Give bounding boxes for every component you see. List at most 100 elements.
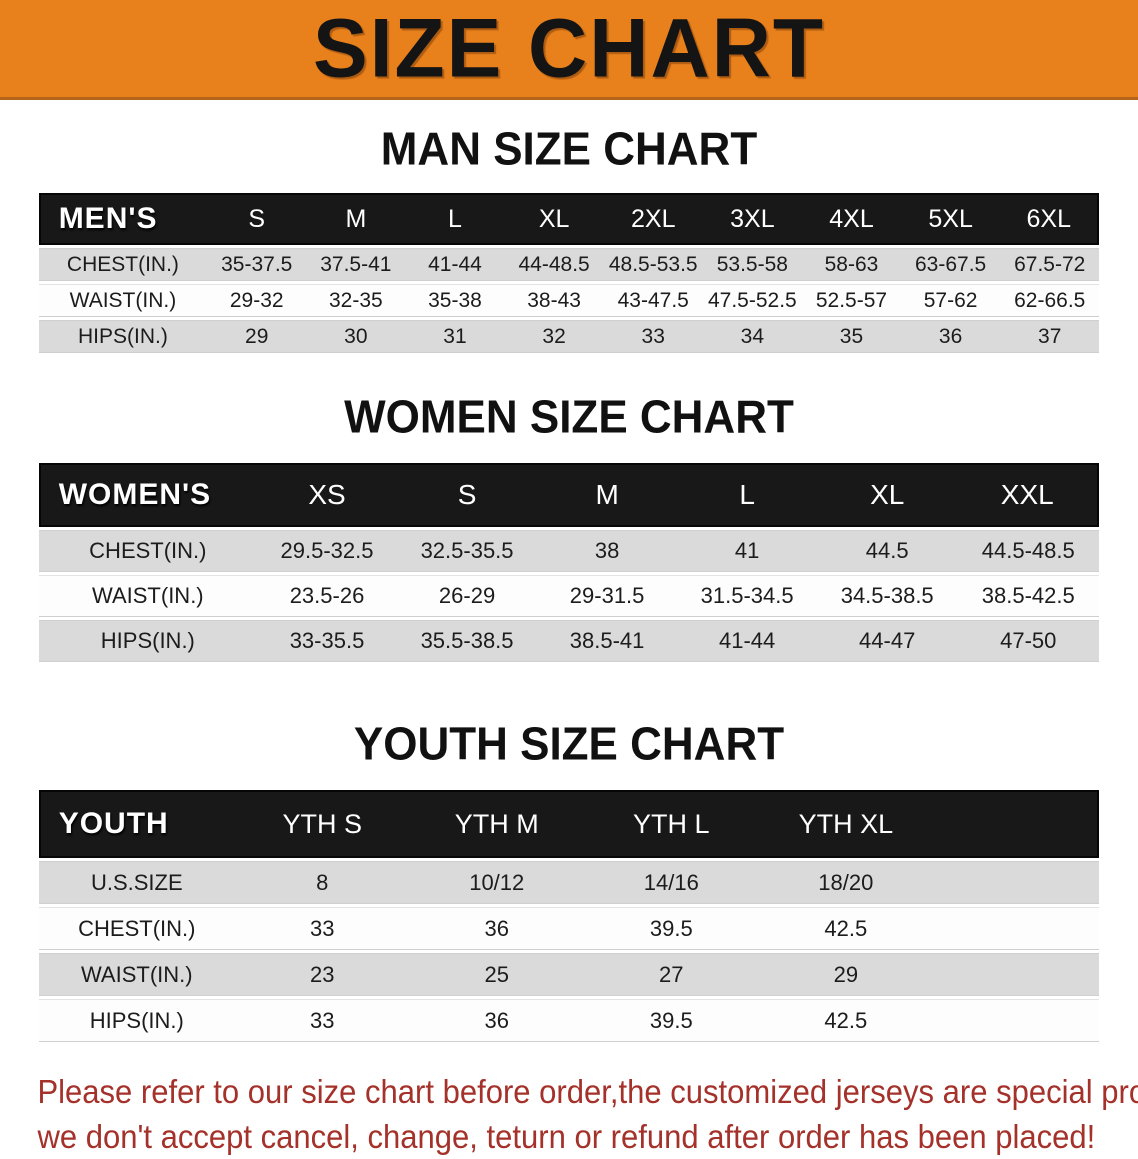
size-cell: 37 bbox=[1000, 320, 1100, 353]
youth-size-table: YOUTH YTH S YTH M YTH L YTH XL U.S.SIZE 8 10/12… bbox=[38, 787, 1100, 1045]
spacer-cell bbox=[933, 999, 1100, 1042]
youth-row-chestin: CHEST(IN.) 33 36 39.5 42.5 bbox=[38, 907, 1100, 950]
banner-title: SIZE CHART bbox=[313, 1, 825, 95]
size-cell: 30 bbox=[306, 320, 406, 353]
men-column-header-7: 4XL bbox=[801, 193, 902, 245]
size-cell: 47.5-52.5 bbox=[702, 284, 802, 317]
men-column-header-4: XL bbox=[504, 193, 604, 245]
men-column-header-3: L bbox=[405, 193, 505, 245]
youth-header-row: YOUTH YTH S YTH M YTH L YTH XL bbox=[38, 790, 1100, 858]
youth-column-header-1: YTH S bbox=[234, 790, 410, 858]
size-cell: 10/12 bbox=[409, 861, 585, 904]
size-cell: 58-63 bbox=[801, 248, 902, 281]
size-cell: 8 bbox=[234, 861, 410, 904]
women-header-row: WOMEN'S XS S M L XL XXL bbox=[38, 463, 1100, 527]
row-label: WAIST(IN.) bbox=[38, 284, 208, 317]
size-cell: 53.5-58 bbox=[702, 248, 802, 281]
row-label: U.S.SIZE bbox=[38, 861, 235, 904]
size-cell: 31 bbox=[405, 320, 505, 353]
men-row-chestin: CHEST(IN.) 35-37.5 37.5-41 41-44 44-48.5 48.5… bbox=[38, 248, 1100, 281]
size-cell: 29.5-32.5 bbox=[256, 530, 398, 572]
women-column-header-3: M bbox=[537, 463, 678, 527]
size-cell: 18/20 bbox=[758, 861, 934, 904]
disclaimer-line-2: we don't accept cancel, change, teturn o… bbox=[37, 1118, 1096, 1155]
men-header-label: MEN'S bbox=[38, 193, 208, 245]
women-header-label: WOMEN'S bbox=[38, 463, 257, 527]
size-cell: 35 bbox=[801, 320, 902, 353]
size-cell: 52.5-57 bbox=[801, 284, 902, 317]
youth-header-spacer bbox=[933, 790, 1100, 858]
size-cell: 43-47.5 bbox=[603, 284, 703, 317]
men-table: MEN'S S M L XL 2XL 3XL 4XL 5XL 6XL CHEST(IN.) 35-37… bbox=[38, 190, 1100, 356]
youth-column-header-4: YTH XL bbox=[758, 790, 934, 858]
women-section-title: WOMEN SIZE CHART bbox=[344, 391, 794, 444]
size-cell: 27 bbox=[584, 953, 759, 996]
men-column-header-9: 6XL bbox=[1000, 193, 1100, 245]
men-column-header-8: 5XL bbox=[901, 193, 1001, 245]
youth-section-title: YOUTH SIZE CHART bbox=[353, 718, 785, 771]
size-cell: 25 bbox=[409, 953, 585, 996]
size-cell: 41-44 bbox=[677, 620, 818, 662]
size-cell: 33 bbox=[234, 907, 410, 950]
youth-column-header-2: YTH M bbox=[409, 790, 585, 858]
youth-column-header-3: YTH L bbox=[584, 790, 759, 858]
size-cell: 47-50 bbox=[957, 620, 1100, 662]
size-cell: 29 bbox=[758, 953, 934, 996]
size-cell: 38 bbox=[537, 530, 678, 572]
women-table: WOMEN'S XS S M L XL XXL CHEST(IN.) 29.5-32.5 32.5… bbox=[38, 460, 1100, 665]
size-cell: 44-47 bbox=[817, 620, 958, 662]
women-row-hipsin: HIPS(IN.) 33-35.5 35.5-38.5 38.5-41 41-44 44-… bbox=[38, 620, 1100, 662]
size-cell: 36 bbox=[409, 999, 585, 1042]
youth-row-hipsin: HIPS(IN.) 33 36 39.5 42.5 bbox=[38, 999, 1100, 1042]
size-cell: 44.5 bbox=[817, 530, 958, 572]
spacer-cell bbox=[933, 953, 1100, 996]
size-cell: 44-48.5 bbox=[504, 248, 604, 281]
women-column-header-5: XL bbox=[817, 463, 958, 527]
size-cell: 63-67.5 bbox=[901, 248, 1001, 281]
women-size-table: WOMEN'S XS S M L XL XXL CHEST(IN.) 29.5-32.5 32.5… bbox=[38, 460, 1100, 665]
row-label: WAIST(IN.) bbox=[38, 575, 257, 617]
size-cell: 34.5-38.5 bbox=[817, 575, 958, 617]
size-cell: 67.5-72 bbox=[1000, 248, 1100, 281]
size-cell: 14/16 bbox=[584, 861, 759, 904]
men-column-header-5: 2XL bbox=[603, 193, 703, 245]
size-cell: 37.5-41 bbox=[306, 248, 406, 281]
youth-header-label: YOUTH bbox=[38, 790, 235, 858]
women-row-waistin: WAIST(IN.) 23.5-26 26-29 29-31.5 31.5-34.5 34… bbox=[38, 575, 1100, 617]
size-cell: 38.5-42.5 bbox=[957, 575, 1100, 617]
size-cell: 26-29 bbox=[397, 575, 538, 617]
size-cell: 32-35 bbox=[306, 284, 406, 317]
youth-table: YOUTH YTH S YTH M YTH L YTH XL U.S.SIZE 8 10/12… bbox=[38, 787, 1100, 1045]
row-label: HIPS(IN.) bbox=[38, 999, 235, 1042]
men-column-header-6: 3XL bbox=[702, 193, 802, 245]
spacer-cell bbox=[933, 907, 1100, 950]
size-cell: 39.5 bbox=[584, 999, 759, 1042]
size-chart-banner: SIZE CHART bbox=[0, 0, 1138, 100]
size-cell: 36 bbox=[901, 320, 1001, 353]
men-column-header-2: M bbox=[306, 193, 406, 245]
men-row-hipsin: HIPS(IN.) 29 30 31 32 33 34 35 36 37 bbox=[38, 320, 1100, 353]
size-cell: 29-31.5 bbox=[537, 575, 678, 617]
size-cell: 23 bbox=[234, 953, 410, 996]
women-column-header-2: S bbox=[397, 463, 538, 527]
size-cell: 48.5-53.5 bbox=[603, 248, 703, 281]
row-label: WAIST(IN.) bbox=[38, 953, 235, 996]
size-cell: 44.5-48.5 bbox=[957, 530, 1100, 572]
size-cell: 38.5-41 bbox=[537, 620, 678, 662]
men-header-row: MEN'S S M L XL 2XL 3XL 4XL 5XL 6XL bbox=[38, 193, 1100, 245]
women-column-header-6: XXL bbox=[957, 463, 1100, 527]
youth-row-waistin: WAIST(IN.) 23 25 27 29 bbox=[38, 953, 1100, 996]
size-cell: 42.5 bbox=[758, 907, 934, 950]
size-cell: 41-44 bbox=[405, 248, 505, 281]
size-cell: 31.5-34.5 bbox=[677, 575, 818, 617]
women-column-header-4: L bbox=[677, 463, 818, 527]
men-column-header-1: S bbox=[207, 193, 307, 245]
size-cell: 29 bbox=[207, 320, 307, 353]
size-cell: 29-32 bbox=[207, 284, 307, 317]
size-cell: 23.5-26 bbox=[256, 575, 398, 617]
size-cell: 33 bbox=[234, 999, 410, 1042]
size-cell: 34 bbox=[702, 320, 802, 353]
disclaimer-line-1: Please refer to our size chart before or… bbox=[37, 1073, 1138, 1110]
size-cell: 35.5-38.5 bbox=[397, 620, 538, 662]
row-label: CHEST(IN.) bbox=[38, 530, 257, 572]
